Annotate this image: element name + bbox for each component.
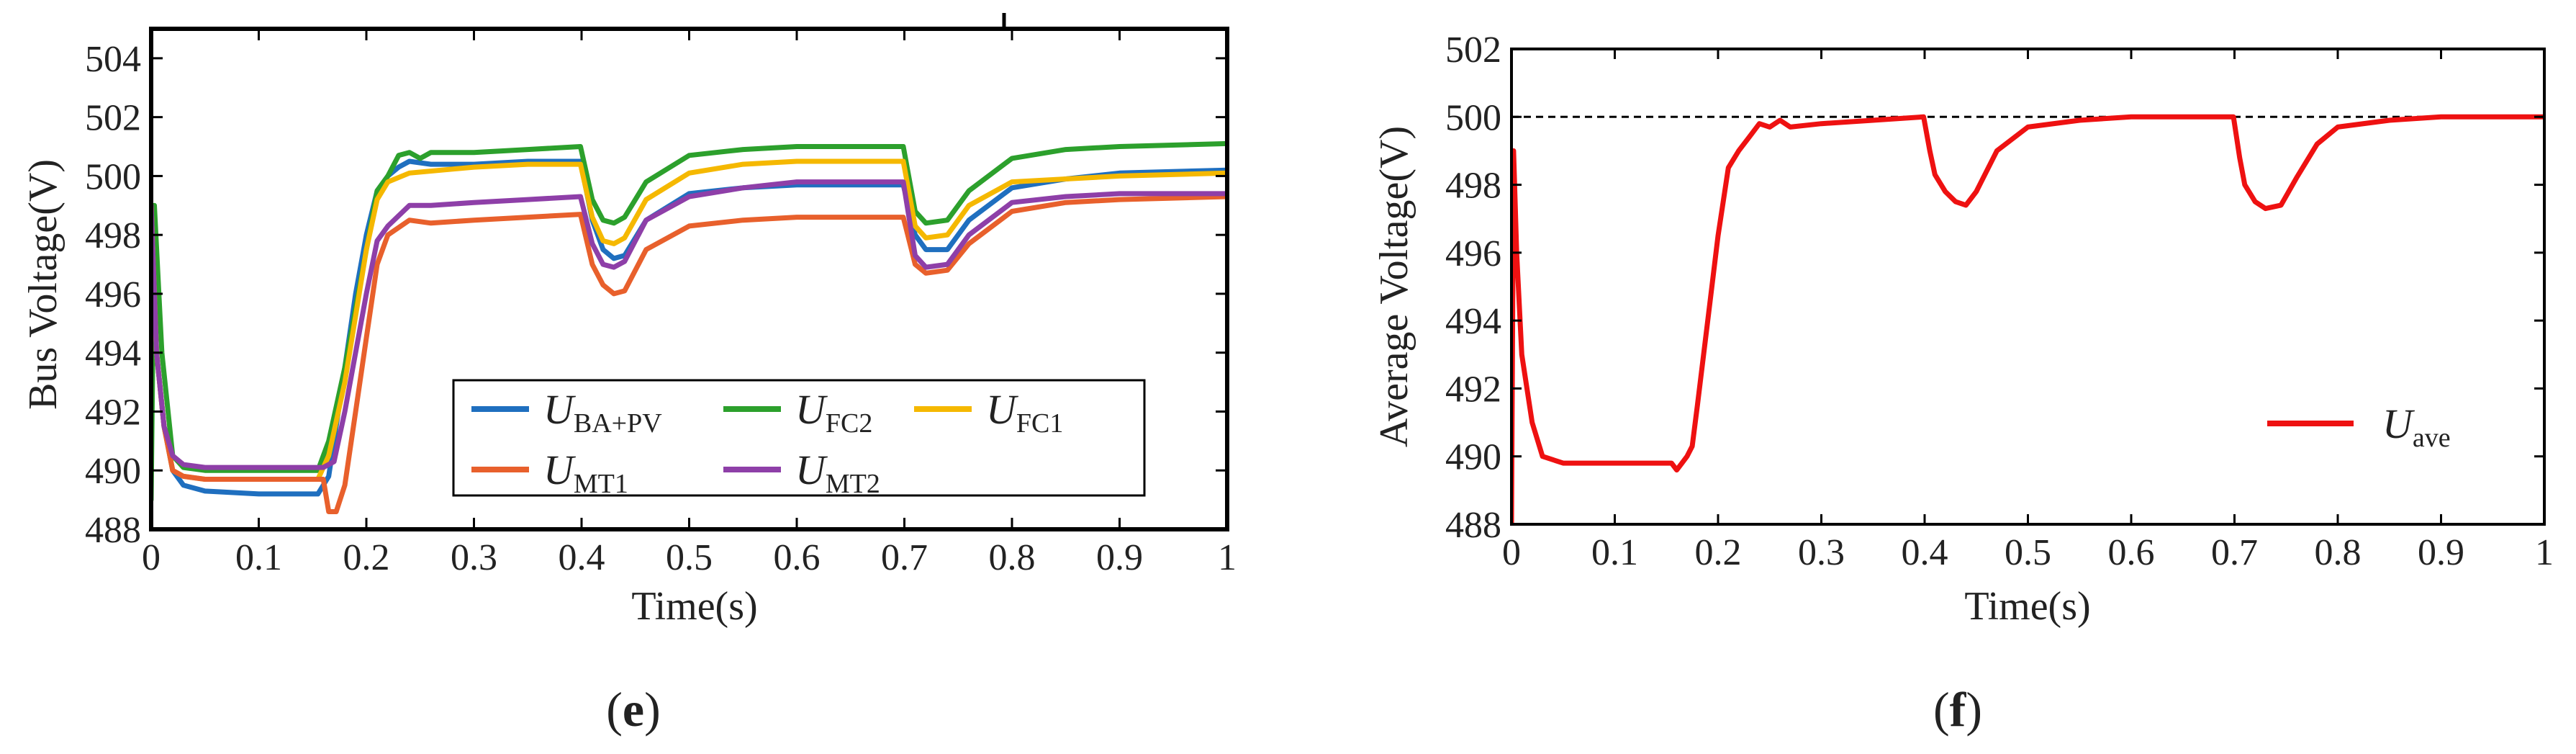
panel-e-legend-entry: UFC2 <box>723 386 872 439</box>
panel-f-label-letter: f <box>1950 682 1967 737</box>
panel-e-legend-label: UFC2 <box>795 386 872 439</box>
panel-e-x-tick-label: 0.7 <box>881 537 928 578</box>
panel-e-y-tick-label: 502 <box>85 98 141 139</box>
panel-e-x-tick-label: 0.3 <box>451 537 497 578</box>
panel-f-x-tick-label: 0.6 <box>2108 532 2155 573</box>
panel-f-y-tick-label: 502 <box>1445 30 1501 71</box>
panel-e-y-tick-label: 496 <box>85 274 141 315</box>
panel-e-legend-label: UBA+PV <box>543 386 662 439</box>
panel-e-x-tick-label: 0 <box>142 537 161 578</box>
panel-e-y-tick-label: 488 <box>85 510 141 551</box>
panel-e-legend-entry: UBA+PV <box>471 386 662 439</box>
panel-e-y-tick-label: 498 <box>85 215 141 256</box>
panel-e-x-tick-label: 0.4 <box>559 537 605 578</box>
panel-f-legend-label: Uave <box>2382 400 2451 453</box>
panel-f-legend-entry: Uave <box>2267 400 2451 453</box>
panel-e-y-tick-label: 500 <box>85 156 141 197</box>
panel-f-legend: Uave <box>2267 400 2451 453</box>
panel-f-x-tick-label: 0.9 <box>2418 532 2464 573</box>
panel-e-label: (e) <box>606 682 661 737</box>
panel-f-x-tick-label: 0.1 <box>1591 532 1638 573</box>
panel-f-y-axis-title: Average Voltage(V) <box>1372 126 1416 447</box>
panel-e-legend-entry: UFC1 <box>914 386 1063 439</box>
panel-e-x-tick-label: 0.9 <box>1096 537 1143 578</box>
panel-f-y-axis: 488 490 492 494 496 498 500 502 <box>1445 30 2544 546</box>
panel-e-legend-entry: UMT2 <box>723 446 880 499</box>
panel-f-x-tick-label: 1 <box>2535 532 2554 573</box>
panel-f-y-tick-label: 498 <box>1445 166 1501 207</box>
panel-e-y-axis: 488 490 492 494 496 498 500 502 504 <box>85 39 1227 551</box>
panel-e-label-letter: e <box>623 682 644 737</box>
panel-e-x-tick-label: 1 <box>1218 537 1237 578</box>
panel-f-x-tick-label: 0.5 <box>2005 532 2051 573</box>
panel-f-x-axis-title: Time(s) <box>1964 584 2090 629</box>
panel-e-y-tick-label: 504 <box>85 39 141 80</box>
panel-e-legend-label: UMT1 <box>543 446 628 499</box>
panel-f-series-line-ave <box>1511 114 2544 524</box>
panel-f-x-tick-label: 0.4 <box>1902 532 1948 573</box>
panel-e-series-line-mt1 <box>151 194 1227 514</box>
panel-f-x-tick-label: 0.2 <box>1695 532 1742 573</box>
panel-e-x-tick-label: 0.5 <box>666 537 713 578</box>
panel-f-y-tick-label: 490 <box>1445 437 1501 478</box>
panel-e-series-line-fc2 <box>151 140 1227 503</box>
panel-e-y-tick-label: 492 <box>85 392 141 433</box>
panel-f-x-tick-label: 0.8 <box>2315 532 2362 573</box>
panel-f-label: (f) <box>1933 682 1982 737</box>
panel-e-y-axis-title: Bus Voltage(V) <box>21 159 65 410</box>
panel-e-y-tick-label: 490 <box>85 451 141 492</box>
panel-e-legend-box <box>452 379 1146 497</box>
panel-e-legend: UBA+PV UFC2 UFC1 UMT1 UMT2 <box>452 379 1146 499</box>
panel-e: 0 0.1 0.2 0.3 0.4 0.5 0.6 0.7 0.8 0.9 1 4884904924… <box>21 13 1237 737</box>
panel-e-x-axis-title: Time(s) <box>631 584 757 629</box>
panel-e-y-tick-label: 494 <box>85 333 141 374</box>
panel-e-series-line-mt2 <box>151 179 1227 470</box>
panel-f-y-tick-label: 496 <box>1445 233 1501 274</box>
panel-e-x-axis: 0 0.1 0.2 0.3 0.4 0.5 0.6 0.7 0.8 0.9 1 <box>142 29 1237 578</box>
panel-e-legend-label: UFC1 <box>986 386 1063 439</box>
panel-e-x-tick-label: 0.8 <box>989 537 1036 578</box>
panel-f-y-tick-label: 500 <box>1445 97 1501 138</box>
panel-f-x-tick-label: 0.7 <box>2211 532 2258 573</box>
panel-f-y-tick-label: 492 <box>1445 369 1501 410</box>
panel-f-plot-area <box>1511 114 2544 524</box>
panel-e-x-tick-label: 0.6 <box>774 537 821 578</box>
panel-e-plot-area <box>151 140 1227 514</box>
panel-e-legend-label: UMT2 <box>795 446 880 499</box>
panel-f-x-tick-label: 0 <box>1502 532 1521 573</box>
panel-e-series-line-ba-pv <box>151 158 1227 497</box>
panel-e-x-tick-label: 0.2 <box>343 537 390 578</box>
panel-f-x-axis: 0 0.1 0.2 0.3 0.4 0.5 0.6 0.7 0.8 0.9 1 <box>1502 49 2554 573</box>
panel-f: 0 0.1 0.2 0.3 0.4 0.5 0.6 0.7 0.8 0.9 1 4884904924… <box>1372 30 2554 737</box>
panel-f-y-tick-label: 488 <box>1445 505 1501 546</box>
panel-e-legend-entry: UMT1 <box>471 446 628 499</box>
panel-e-x-tick-label: 0.1 <box>235 537 282 578</box>
panel-f-y-tick-label: 494 <box>1445 301 1501 342</box>
panel-f-x-tick-label: 0.3 <box>1798 532 1845 573</box>
